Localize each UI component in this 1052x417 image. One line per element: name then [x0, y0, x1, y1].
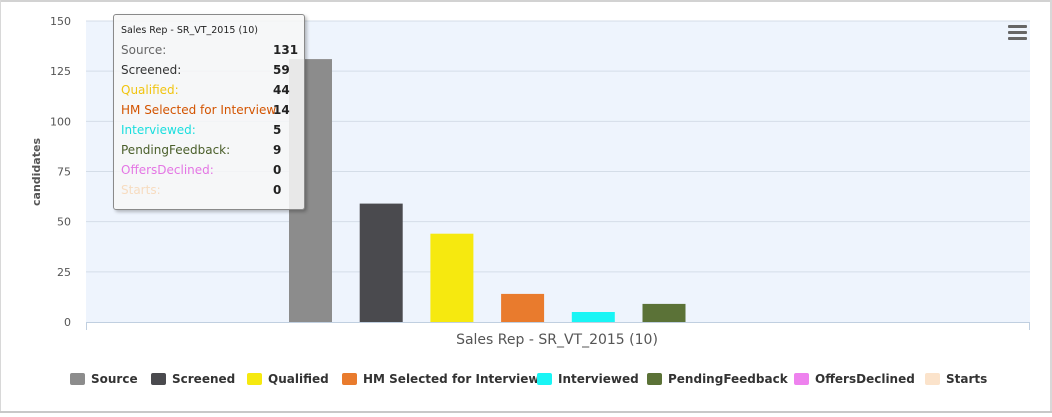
- legend-label: HM Selected for Interview: [363, 372, 540, 386]
- tooltip-row-value: 9: [273, 143, 282, 157]
- tooltip-row-value: 5: [273, 123, 282, 137]
- frame-left-border: [0, 0, 1, 413]
- legend-label: Interviewed: [558, 372, 639, 386]
- tooltip-row: Qualified: 44: [121, 83, 301, 99]
- y-tick-label: 125: [50, 65, 71, 78]
- bar-hm-selected-for-interview[interactable]: [501, 293, 545, 322]
- tooltip-row: HM Selected for Interview: 14: [121, 103, 301, 119]
- legend-swatch: [537, 373, 552, 385]
- y-tick-label: 25: [57, 266, 71, 279]
- tooltip-row-label: Qualified:: [121, 83, 179, 97]
- tooltip-row: Interviewed: 5: [121, 123, 301, 139]
- tooltip-row-label: Source:: [121, 43, 167, 57]
- legend-swatch: [647, 373, 662, 385]
- tooltip-row-value: 14: [273, 103, 290, 117]
- frame-bottom-border: [0, 411, 1052, 413]
- x-category-label: Sales Rep - SR_VT_2015 (10): [456, 332, 658, 348]
- chart-legend: Source Screened Qualified HM Selected for I…: [0, 370, 1052, 390]
- legend-swatch: [247, 373, 262, 385]
- y-tick-label: 50: [57, 216, 71, 229]
- tooltip-row-value: 131: [273, 43, 299, 57]
- legend-label: Screened: [172, 372, 236, 386]
- legend-swatch: [70, 373, 85, 385]
- legend-swatch: [925, 373, 940, 385]
- bar-interviewed[interactable]: [571, 312, 615, 322]
- tooltip-row-value: 59: [273, 63, 290, 77]
- tooltip-row-label: HM Selected for Interview:: [121, 103, 280, 117]
- y-axis-title: candidates: [30, 138, 43, 206]
- chart-tooltip: Sales Rep - SR_VT_2015 (10) Source: 131 Sc…: [113, 14, 305, 210]
- y-tick-label: 150: [50, 15, 71, 28]
- legend-label: OffersDeclined: [815, 372, 915, 386]
- tooltip-row: Source: 131: [121, 43, 301, 59]
- tooltip-row-value: 44: [273, 83, 290, 97]
- tooltip-row-label: Interviewed:: [121, 123, 196, 137]
- frame-top-border: [0, 0, 1052, 2]
- legend-label: PendingFeedback: [668, 372, 788, 386]
- legend-label: Starts: [946, 372, 988, 386]
- frame-right-border: [1050, 0, 1052, 413]
- hamburger-menu-icon: [1008, 25, 1027, 40]
- y-tick-label: 75: [57, 166, 71, 179]
- legend-swatch: [794, 373, 809, 385]
- tooltip-row-label: Screened:: [121, 63, 182, 77]
- tooltip-row: PendingFeedback: 9: [121, 143, 301, 159]
- tooltip-row-label: Starts:: [121, 183, 161, 197]
- chart-menu-button[interactable]: [1008, 25, 1027, 40]
- tooltip-title: Sales Rep - SR_VT_2015 (10): [121, 25, 258, 36]
- tooltip-row-value: 0: [273, 183, 282, 197]
- legend-swatch: [151, 373, 166, 385]
- tooltip-row-value: 0: [273, 163, 282, 177]
- y-tick-label: 0: [64, 316, 71, 329]
- bar-screened[interactable]: [359, 203, 403, 322]
- tooltip-row: OffersDeclined: 0: [121, 163, 301, 179]
- tooltip-row-label: PendingFeedback:: [121, 143, 231, 157]
- tooltip-row-label: OffersDeclined:: [121, 163, 214, 177]
- bar-qualified[interactable]: [430, 233, 474, 322]
- y-tick-label: 100: [50, 115, 71, 128]
- legend-swatch: [342, 373, 357, 385]
- bar-pendingfeedback[interactable]: [642, 303, 686, 322]
- tooltip-row: Screened: 59: [121, 63, 301, 79]
- tooltip-row: Starts: 0: [121, 183, 301, 199]
- legend-label: Qualified: [268, 372, 329, 386]
- legend-label: Source: [91, 372, 138, 386]
